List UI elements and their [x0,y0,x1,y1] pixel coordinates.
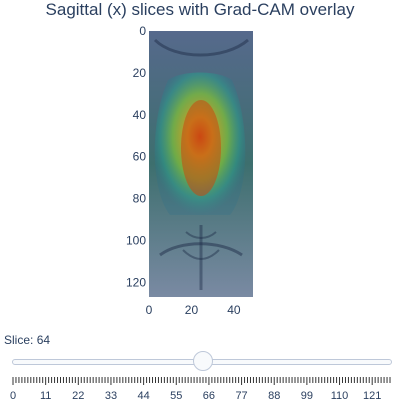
y-tick-label: 0 [139,24,146,38]
x-tick-label: 40 [227,303,241,317]
slider-step-label[interactable]: 121 [363,390,381,400]
heatmap-plot: 0 20 40 60 80 100 120 0 20 40 [126,24,253,317]
slider-prefix: Slice: [4,333,37,347]
y-tick-label: 20 [133,66,147,80]
y-tick-label: 120 [126,275,146,289]
x-tick-label: 0 [146,303,153,317]
slider-step-label[interactable]: 55 [170,390,182,400]
slider-label: Slice: 64 [4,333,50,347]
slider-handle[interactable] [192,351,213,371]
y-axis: 0 20 40 60 80 100 120 [126,24,146,289]
slider-step-label[interactable]: 66 [203,390,215,400]
y-tick-label: 80 [133,192,147,206]
slider-step-label[interactable]: 11 [40,390,51,400]
chart-title: Sagittal (x) slices with Grad-CAM overla… [45,0,355,19]
y-tick-label: 100 [126,233,146,247]
slider-current-value: 64 [36,333,51,347]
slider-step-label[interactable]: 0 [10,390,16,400]
x-tick-label: 20 [185,303,199,317]
slider-step-label[interactable]: 33 [105,390,117,400]
mri-slice-image [149,31,253,297]
slider-step-label[interactable]: 110 [331,390,349,400]
slider-step-label[interactable]: 44 [137,390,149,400]
slider-step-label[interactable]: 77 [235,390,247,400]
slider-step-label[interactable]: 88 [268,390,280,400]
y-tick-label: 60 [133,150,147,164]
slider-step-label[interactable]: 22 [72,390,84,400]
y-tick-label: 40 [133,108,147,122]
slider-ticks: 0 11 22 33 44 55 66 77 88 99 110 121 [10,377,391,400]
x-axis: 0 20 40 [146,303,241,317]
slider-step-label[interactable]: 99 [301,390,313,400]
